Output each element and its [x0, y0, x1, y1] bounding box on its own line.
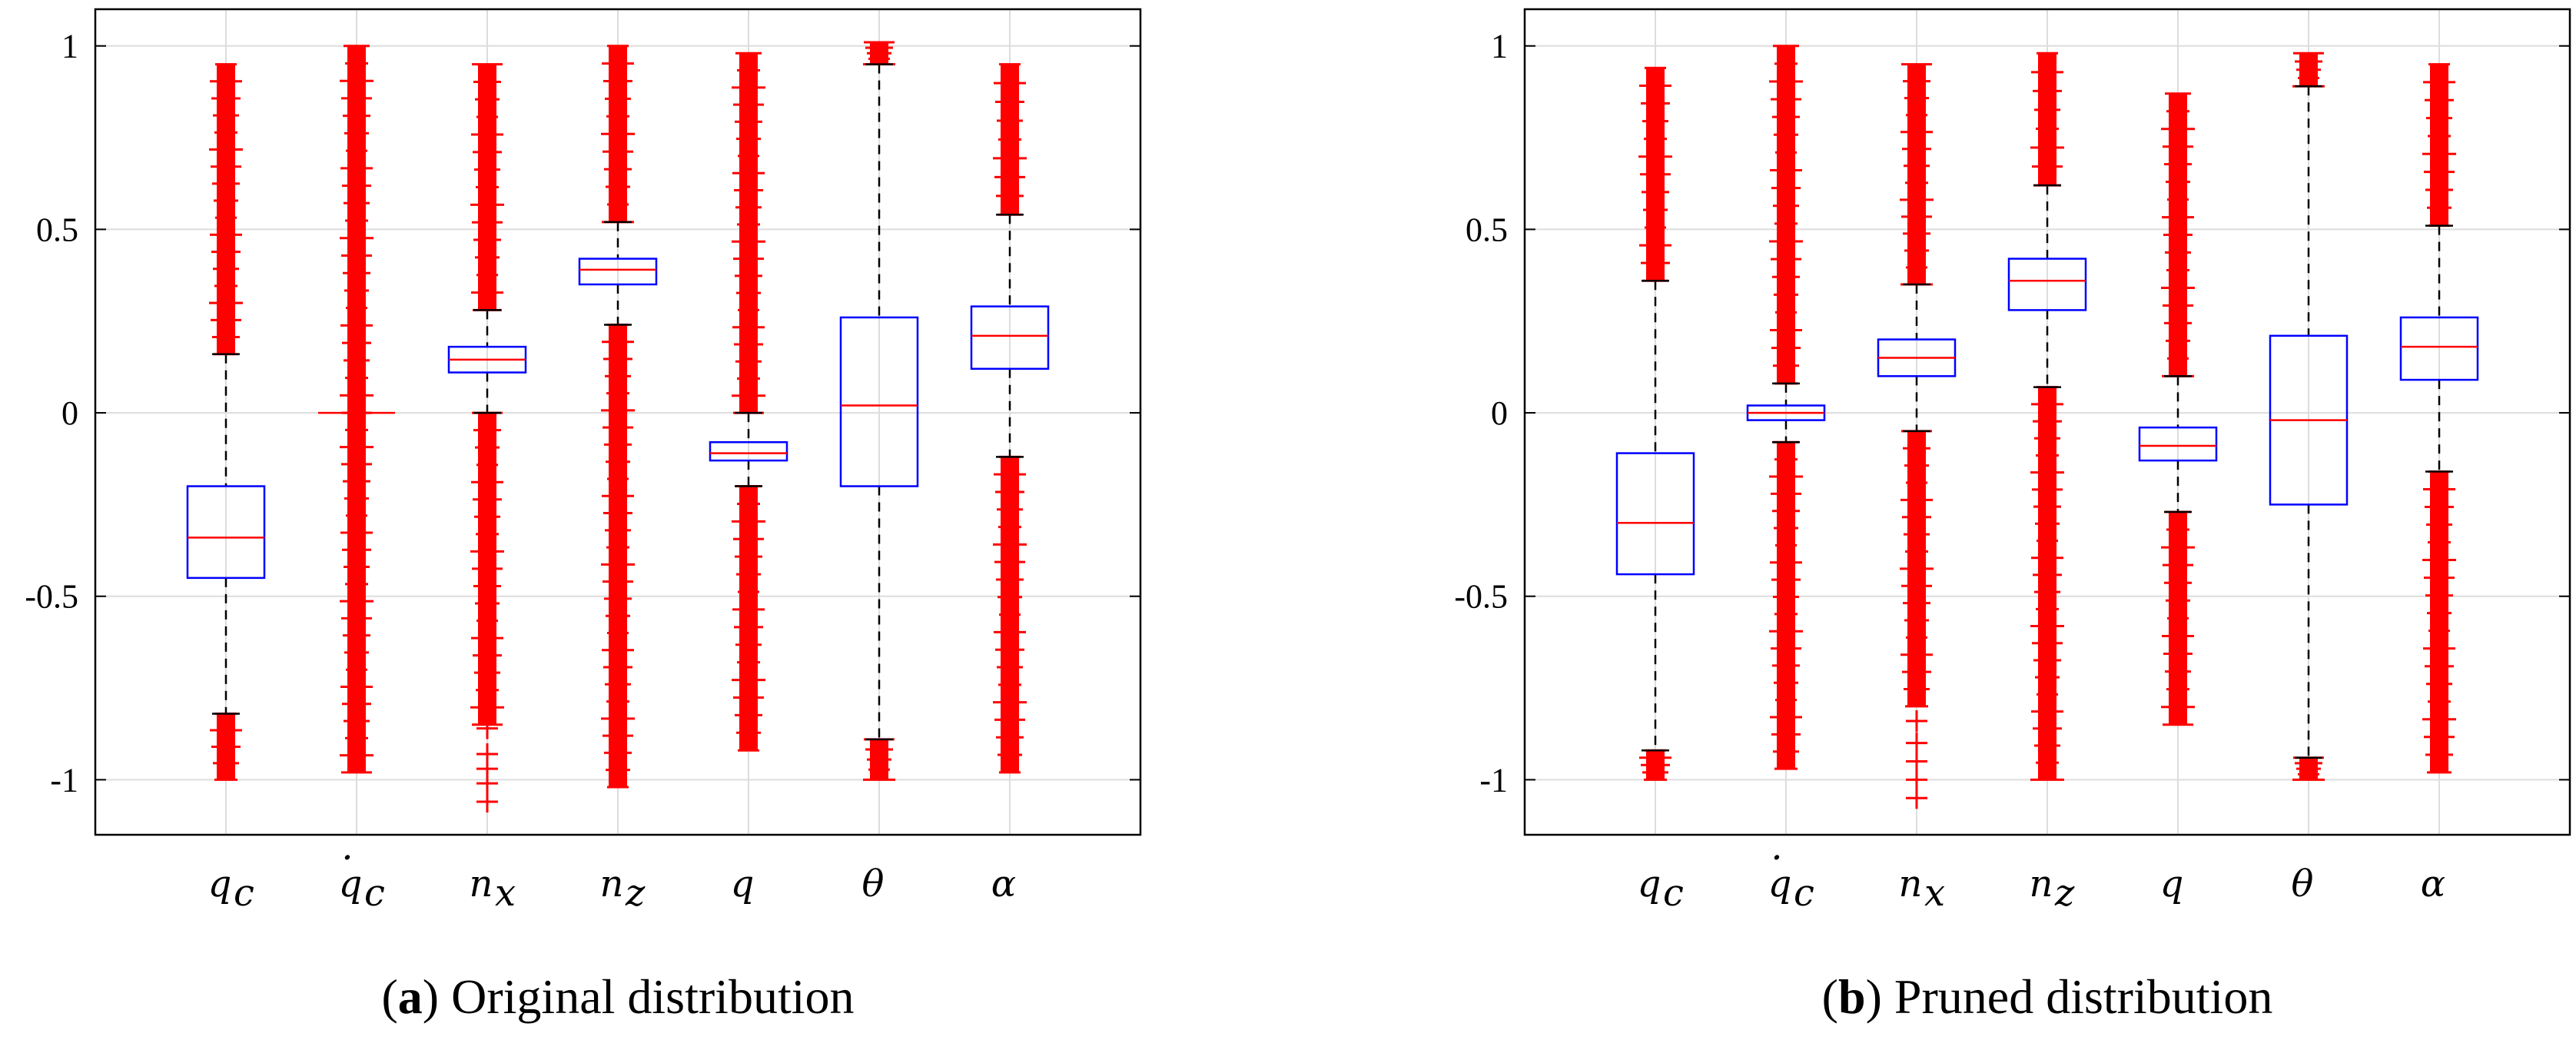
axes-frame	[94, 8, 1142, 836]
category-label: θ	[2292, 862, 2314, 905]
box	[2138, 426, 2218, 462]
category-label: α	[991, 862, 1016, 905]
y-tick-label: 0.5	[1466, 211, 1508, 248]
outlier-band-lower	[609, 324, 627, 787]
category-label: θ	[862, 862, 885, 905]
panel-caption: (b) Pruned distribution	[1822, 969, 2273, 1024]
outlier-band-lower	[347, 413, 366, 773]
panel-original: 10.50-0.5-1q c·q c n x n z q θ α(a) Original dist…	[25, 8, 1142, 1024]
outlier-band-upper	[347, 45, 366, 414]
caption-letter: a	[398, 969, 423, 1024]
caption-close: )	[423, 969, 451, 1024]
category-label: q	[1638, 862, 1661, 905]
box	[970, 305, 1050, 370]
category-label: n	[600, 862, 624, 905]
box	[1615, 452, 1695, 576]
outlier-band-lower	[2038, 387, 2056, 780]
y-tick-label: -1	[50, 761, 78, 799]
box	[186, 485, 266, 580]
category-dot: ·	[341, 836, 353, 879]
box	[578, 258, 658, 286]
y-tick-label: 0.5	[36, 211, 78, 248]
box	[2399, 316, 2479, 381]
category-label: q	[731, 862, 755, 905]
caption-open: (	[1822, 969, 1838, 1024]
panel-pruned: 10.50-0.5-1q c·q c n x n z q θ α(b) Pruned distri…	[1454, 8, 2571, 1024]
category-label: n	[470, 862, 493, 905]
y-tick-label: -0.5	[1454, 578, 1508, 616]
outlier-band-lower	[2430, 471, 2448, 773]
box	[839, 316, 919, 487]
outlier-band-lower	[739, 486, 758, 751]
outlier-band-upper	[2430, 64, 2448, 226]
category-subscript: c	[1663, 872, 1684, 915]
caption-text: Pruned distribution	[1894, 969, 2272, 1024]
category-subscript: c	[234, 872, 254, 915]
box	[2007, 258, 2087, 311]
category-subscript: c	[1794, 872, 1814, 915]
outlier-band-lower	[1777, 442, 1795, 769]
category-subscript: z	[625, 872, 646, 915]
category-label: q	[2160, 862, 2184, 905]
outlier-band-upper	[1777, 45, 1795, 384]
category-label: q	[339, 862, 363, 905]
caption-text: Original distribution	[451, 969, 854, 1024]
y-tick-label: -1	[1479, 761, 1508, 799]
category-subscript: x	[495, 872, 516, 915]
category-dot: ·	[1771, 836, 1782, 879]
category-label: n	[1899, 862, 1923, 905]
box	[709, 441, 788, 462]
y-tick-label: 1	[1491, 28, 1508, 65]
panel-caption: (a) Original distribution	[381, 969, 854, 1024]
outlier-band-upper	[739, 53, 758, 414]
caption-close: )	[1866, 969, 1894, 1024]
y-tick-label: -0.5	[25, 578, 78, 616]
category-subscript: c	[364, 872, 385, 915]
outlier-band-upper	[2038, 53, 2056, 186]
y-tick-label: 1	[61, 28, 78, 65]
category-label: q	[208, 862, 232, 905]
caption-open: (	[381, 969, 397, 1024]
category-label: q	[1768, 862, 1792, 905]
y-tick-label: 0	[61, 394, 78, 432]
outlier-band-upper	[217, 64, 235, 354]
y-tick-label: 0	[1491, 394, 1508, 432]
outlier-band-upper	[1907, 64, 1926, 284]
category-label: α	[2421, 862, 2445, 905]
category-subscript: x	[1924, 872, 1945, 915]
caption-letter: b	[1838, 969, 1866, 1024]
category-label: n	[2030, 862, 2053, 905]
axes-frame	[1523, 8, 2571, 836]
category-subscript: z	[2054, 872, 2075, 915]
